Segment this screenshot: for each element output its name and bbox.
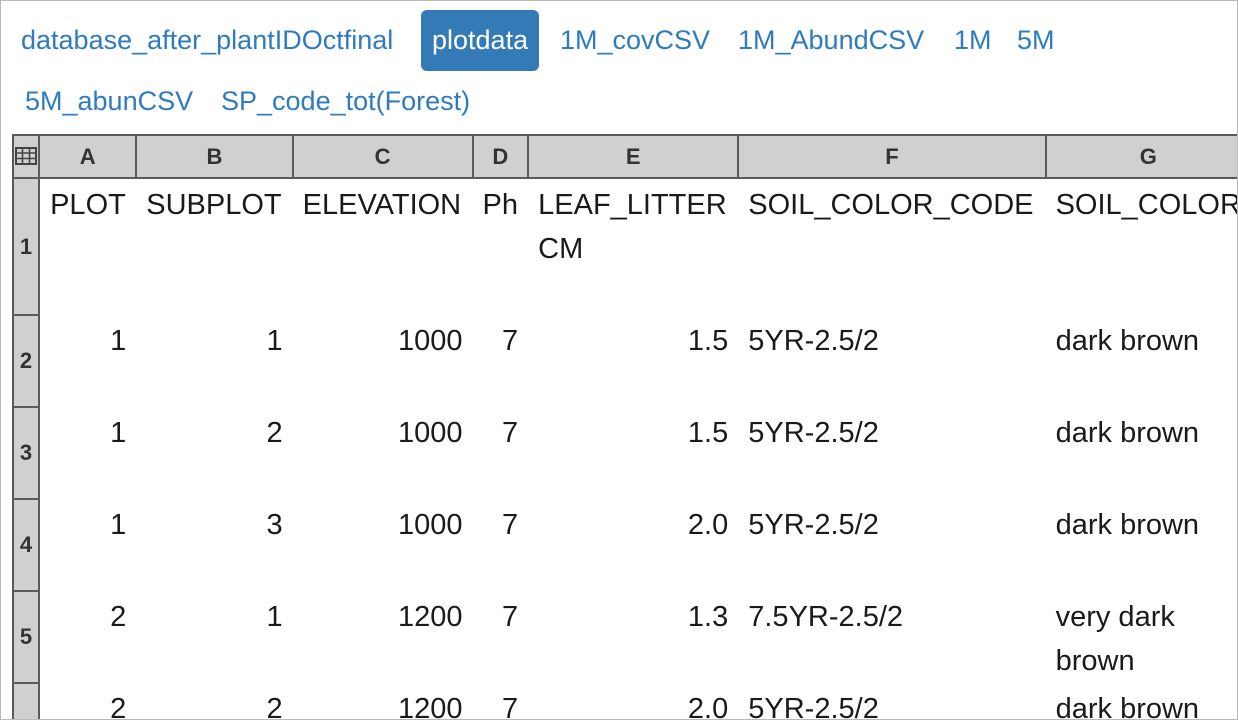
- cell[interactable]: 1.5: [687, 417, 729, 449]
- cell[interactable]: dark brown: [1055, 693, 1200, 720]
- cell[interactable]: dark brown: [1055, 417, 1200, 449]
- tab-1m-abundcsv[interactable]: 1M_AbundCSV: [738, 25, 925, 55]
- column-header-g[interactable]: G: [1044, 134, 1237, 179]
- cell[interactable]: ELEVATION: [302, 189, 462, 221]
- tab-sp-code-tot-forest[interactable]: SP_code_tot(Forest): [221, 86, 471, 116]
- cell[interactable]: 1000: [398, 325, 463, 357]
- select-all-corner[interactable]: [12, 134, 41, 179]
- cell[interactable]: 5YR-2.5/2: [748, 417, 879, 449]
- cell[interactable]: 7: [501, 509, 519, 541]
- cell[interactable]: 1: [110, 417, 127, 449]
- cell[interactable]: 2: [110, 601, 127, 633]
- cell[interactable]: 1: [110, 325, 127, 357]
- tab-5m-abuncsv[interactable]: 5M_abunCSV: [25, 86, 194, 116]
- row-header[interactable]: 4: [12, 498, 41, 592]
- cell[interactable]: 5YR-2.5/2: [748, 325, 879, 357]
- tab-5m[interactable]: 5M: [1017, 25, 1055, 55]
- cell[interactable]: PLOT: [50, 189, 126, 221]
- column-header-b[interactable]: B: [135, 134, 294, 179]
- cell[interactable]: very dark brown: [1055, 601, 1175, 677]
- cell[interactable]: SUBPLOT: [146, 189, 282, 221]
- table-row: 2 1 1 1000 7 1.5 5YR-2.5/2 dark brown: [12, 314, 1237, 408]
- cell[interactable]: 2.0: [687, 693, 729, 720]
- cell[interactable]: 1200: [398, 693, 463, 720]
- cell[interactable]: 2.0: [687, 509, 729, 541]
- cell[interactable]: LEAF_LITTER CM: [538, 189, 727, 265]
- table-row: 4 1 3 1000 7 2.0 5YR-2.5/2 dark brown: [12, 498, 1237, 592]
- cell[interactable]: 7.5YR-2.5/2: [748, 601, 904, 633]
- data-table: A B C D E F G 1 PLOT SUBPLOT ELEVATION P…: [12, 134, 1238, 720]
- cell[interactable]: SOIL_COLOR: [1055, 189, 1238, 221]
- cell[interactable]: 1: [110, 509, 127, 541]
- cell[interactable]: Ph: [482, 189, 519, 221]
- tab-1m-covcsv[interactable]: 1M_covCSV: [560, 25, 711, 55]
- column-header-f[interactable]: F: [737, 134, 1047, 179]
- cell[interactable]: 1.3: [687, 601, 729, 633]
- cell[interactable]: 3: [266, 509, 283, 541]
- tab-plotdata[interactable]: plotdata: [421, 10, 540, 71]
- cell[interactable]: dark brown: [1055, 325, 1200, 357]
- cell[interactable]: 1000: [398, 417, 463, 449]
- row-header[interactable]: 1: [12, 177, 41, 316]
- tab-1m[interactable]: 1M: [954, 25, 992, 55]
- table-row: 6 2 2 1200 7 2.0 5YR-2.5/2 dark brown: [12, 682, 1237, 720]
- row-header[interactable]: 6: [12, 682, 41, 719]
- cell[interactable]: 7: [501, 601, 519, 633]
- cell[interactable]: 1000: [398, 509, 463, 541]
- cell[interactable]: SOIL_COLOR_CODE: [748, 189, 1034, 221]
- cell[interactable]: 1.5: [687, 325, 729, 357]
- table-row: 1 PLOT SUBPLOT ELEVATION Ph LEAF_LITTER …: [12, 177, 1238, 316]
- column-header-d[interactable]: D: [471, 134, 530, 179]
- tab-database-after-plantidoctfinal[interactable]: database_after_plantIDOctfinal: [21, 25, 394, 55]
- cell[interactable]: dark brown: [1055, 509, 1200, 541]
- cell[interactable]: 1: [266, 601, 283, 633]
- table-row: 5 2 1 1200 7 1.3 7.5YR-2.5/2 very dark b…: [12, 590, 1237, 684]
- table-grid-icon: [15, 147, 38, 166]
- cell[interactable]: 1: [266, 325, 283, 357]
- column-header-c[interactable]: C: [291, 134, 474, 179]
- cell[interactable]: 2: [266, 417, 283, 449]
- cell[interactable]: 7: [501, 693, 519, 720]
- cell[interactable]: 1200: [398, 601, 463, 633]
- column-header-a[interactable]: A: [38, 134, 138, 179]
- cell[interactable]: 7: [501, 325, 519, 357]
- row-header[interactable]: 2: [12, 314, 41, 408]
- row-header[interactable]: 3: [12, 406, 41, 500]
- column-header-e[interactable]: E: [527, 134, 740, 179]
- table-row: 3 1 2 1000 7 1.5 5YR-2.5/2 dark brown: [12, 406, 1237, 500]
- row-header[interactable]: 5: [12, 590, 41, 684]
- cell[interactable]: 5YR-2.5/2: [748, 693, 879, 720]
- cell[interactable]: 2: [110, 693, 127, 720]
- cell[interactable]: 7: [501, 417, 519, 449]
- sheet-grid: A B C D E F G 1 PLOT SUBPLOT ELEVATION P…: [12, 134, 1238, 720]
- cell[interactable]: 5YR-2.5/2: [748, 509, 879, 541]
- cell[interactable]: 2: [266, 693, 283, 720]
